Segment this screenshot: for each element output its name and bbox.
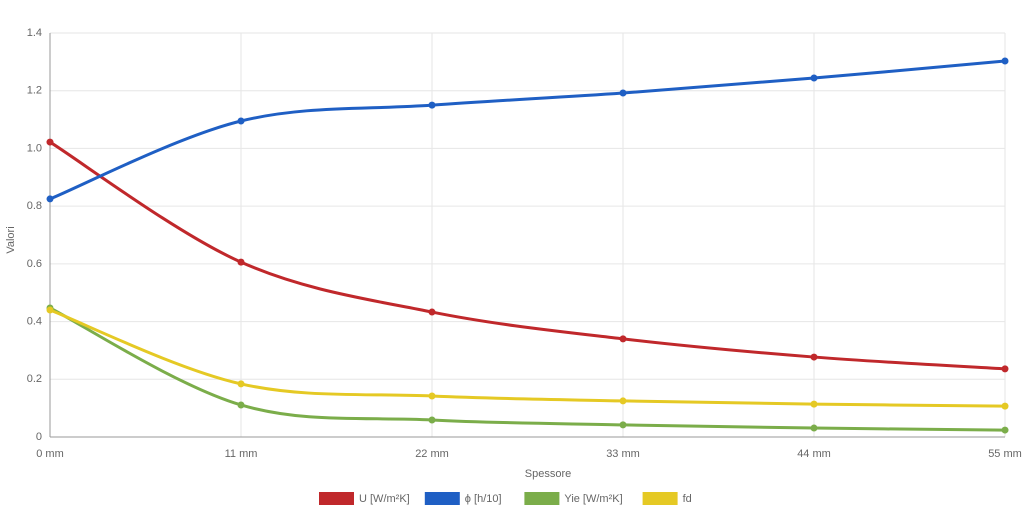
y-tick-label: 1.0 <box>27 142 42 154</box>
point <box>237 117 245 125</box>
legend-swatch <box>524 492 560 505</box>
line <box>49 140 1006 371</box>
point <box>237 401 245 409</box>
legend-label: Yie [W/m²K] <box>564 493 622 505</box>
legend-swatch <box>424 492 460 505</box>
line <box>49 308 1006 408</box>
y-tick-label: 0.8 <box>27 200 42 212</box>
legend-swatch <box>319 492 354 505</box>
point <box>619 335 627 343</box>
x-tick-label: 55 mm <box>988 448 1022 460</box>
point <box>428 416 436 424</box>
y-tick-label: 0.2 <box>27 373 42 385</box>
legend-label: ϕ [h/10] <box>465 493 502 505</box>
point <box>428 101 436 109</box>
y-tick-label: 0.6 <box>27 258 42 270</box>
point <box>810 400 818 408</box>
point <box>810 353 818 361</box>
point <box>619 397 627 405</box>
legend-swatch <box>642 492 678 505</box>
legend-label: fd <box>683 493 692 505</box>
y-tick-label: 0.4 <box>27 315 42 327</box>
point <box>237 380 245 388</box>
point <box>428 392 436 400</box>
line <box>49 306 1006 432</box>
x-tick-label: 11 mm <box>225 448 258 460</box>
point <box>428 308 436 316</box>
y-tick-label: 1.2 <box>27 85 42 97</box>
y-tick-label: 0 <box>36 431 42 443</box>
line <box>49 59 1006 201</box>
y-axis-title: Valori <box>5 226 17 253</box>
point <box>46 195 54 203</box>
point <box>46 138 54 146</box>
point <box>619 421 627 429</box>
x-tick-label: 44 mm <box>797 448 831 460</box>
point <box>619 89 627 97</box>
x-tick-label: 0 mm <box>36 448 64 460</box>
point <box>46 306 54 314</box>
point <box>810 424 818 432</box>
point <box>1001 402 1009 410</box>
legend-label: U [W/m²K] <box>359 493 410 505</box>
x-tick-label: 33 mm <box>606 448 640 460</box>
point <box>237 258 245 266</box>
x-axis-title: Spessore <box>525 468 571 480</box>
y-tick-label: 1.4 <box>27 27 42 39</box>
point <box>1001 365 1009 373</box>
point <box>810 74 818 82</box>
point <box>1001 57 1009 65</box>
x-tick-label: 22 mm <box>415 448 449 460</box>
point <box>1001 426 1009 434</box>
